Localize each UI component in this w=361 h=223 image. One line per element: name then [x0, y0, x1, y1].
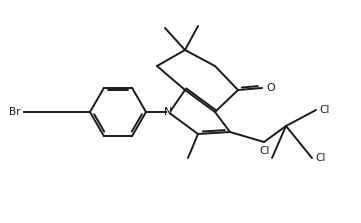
Text: Br: Br: [9, 107, 21, 117]
Text: N: N: [164, 107, 172, 117]
Text: Cl: Cl: [319, 105, 329, 115]
Text: Cl: Cl: [315, 153, 325, 163]
Text: O: O: [266, 83, 275, 93]
Text: Cl: Cl: [260, 146, 270, 156]
